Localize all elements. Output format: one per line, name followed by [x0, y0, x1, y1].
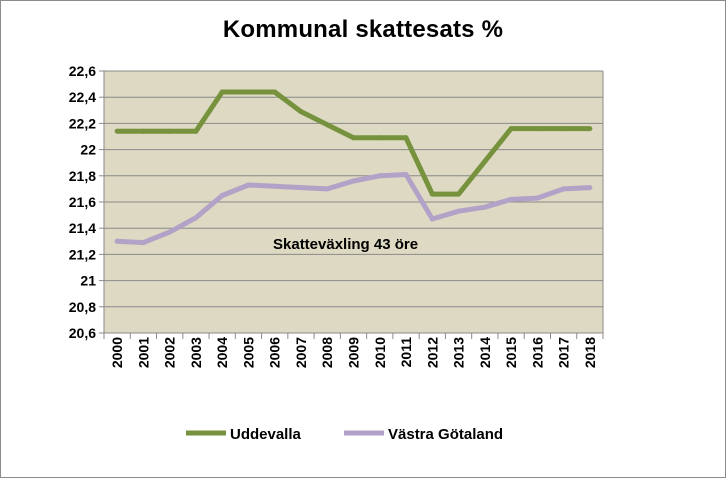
x-axis-ticks: 2000 2001 2002 2003 2004 2005 2006 2007 2008 2009…: [103, 333, 604, 368]
data-point: [351, 178, 356, 184]
x-tick-label: 2018: [582, 337, 598, 368]
data-point: [377, 173, 383, 179]
data-point: [403, 135, 409, 141]
data-point: [534, 195, 540, 201]
x-tick-label: 2005: [240, 337, 256, 368]
data-point: [298, 185, 304, 191]
x-tick-label: 2009: [346, 337, 362, 368]
x-tick-label: 2011: [398, 337, 414, 368]
x-tick-label: 2006: [267, 337, 283, 368]
x-tick-label: 2004: [214, 337, 230, 368]
x-tick-label: 2002: [162, 337, 178, 368]
y-tick-label: 20,8: [69, 299, 96, 315]
data-point: [298, 109, 304, 115]
y-tick-label: 22,6: [69, 63, 96, 79]
data-point: [167, 229, 173, 235]
x-tick-label: 2012: [424, 337, 440, 368]
data-point: [324, 186, 330, 192]
data-point: [193, 128, 199, 134]
y-tick-label: 22,2: [69, 115, 96, 131]
data-point: [534, 126, 540, 132]
data-point: [272, 89, 278, 95]
data-point: [377, 135, 383, 141]
x-tick-label: 2016: [529, 337, 545, 368]
data-point: [324, 122, 330, 128]
x-tick-label: 2001: [135, 337, 151, 368]
legend: Uddevalla Västra Götaland: [186, 426, 503, 443]
gridlines: [99, 70, 604, 334]
x-tick-label: 2014: [477, 337, 493, 368]
legend-label-0: Uddevalla: [230, 426, 302, 443]
data-point: [403, 171, 409, 177]
data-point: [114, 128, 120, 134]
y-tick-label: 21,8: [69, 168, 96, 184]
data-point: [429, 216, 435, 222]
data-point: [272, 183, 278, 189]
x-tick-label: 2013: [451, 337, 467, 368]
data-point: [429, 191, 435, 197]
data-point: [587, 185, 593, 191]
data-point: [219, 89, 225, 95]
y-tick-label: 22: [80, 142, 96, 158]
data-point: [587, 126, 593, 132]
y-tick-label: 21,6: [69, 194, 96, 210]
y-axis-ticks: 20,6 20,8 21 21,2 21,4 21,6 21,8 22 22,2 22,4 22,6: [69, 63, 96, 341]
y-tick-label: 20,6: [69, 325, 96, 341]
data-point: [245, 89, 251, 95]
data-point: [508, 126, 514, 132]
data-point: [140, 128, 146, 134]
data-point: [456, 191, 462, 197]
data-point: [482, 158, 488, 164]
data-point: [456, 208, 462, 214]
data-point: [245, 182, 251, 188]
data-point: [351, 135, 356, 141]
x-tick-label: 2003: [188, 337, 204, 368]
data-point: [561, 186, 567, 192]
x-tick-label: 2000: [109, 337, 125, 368]
data-point: [140, 240, 146, 246]
y-tick-label: 22,4: [69, 89, 96, 105]
x-tick-label: 2007: [293, 337, 309, 368]
data-point: [508, 196, 514, 202]
series-lines: [114, 89, 593, 246]
annotation-skattevaxling: Skatteväxling 43 öre: [273, 236, 418, 253]
x-tick-label: 2017: [556, 337, 572, 368]
y-tick-label: 21,2: [69, 246, 96, 262]
x-tick-label: 2008: [319, 337, 335, 368]
legend-label-1: Västra Götaland: [388, 426, 503, 443]
y-tick-label: 21: [80, 273, 96, 289]
chart-title: Kommunal skattesats %: [222, 16, 504, 43]
data-point: [482, 204, 488, 210]
data-point: [219, 192, 225, 198]
data-point: [561, 126, 567, 132]
x-tick-label: 2015: [503, 337, 519, 368]
data-point: [114, 238, 120, 244]
x-tick-label: 2010: [372, 337, 388, 368]
y-tick-label: 21,4: [69, 220, 96, 236]
data-point: [193, 215, 199, 221]
data-point: [167, 128, 173, 134]
